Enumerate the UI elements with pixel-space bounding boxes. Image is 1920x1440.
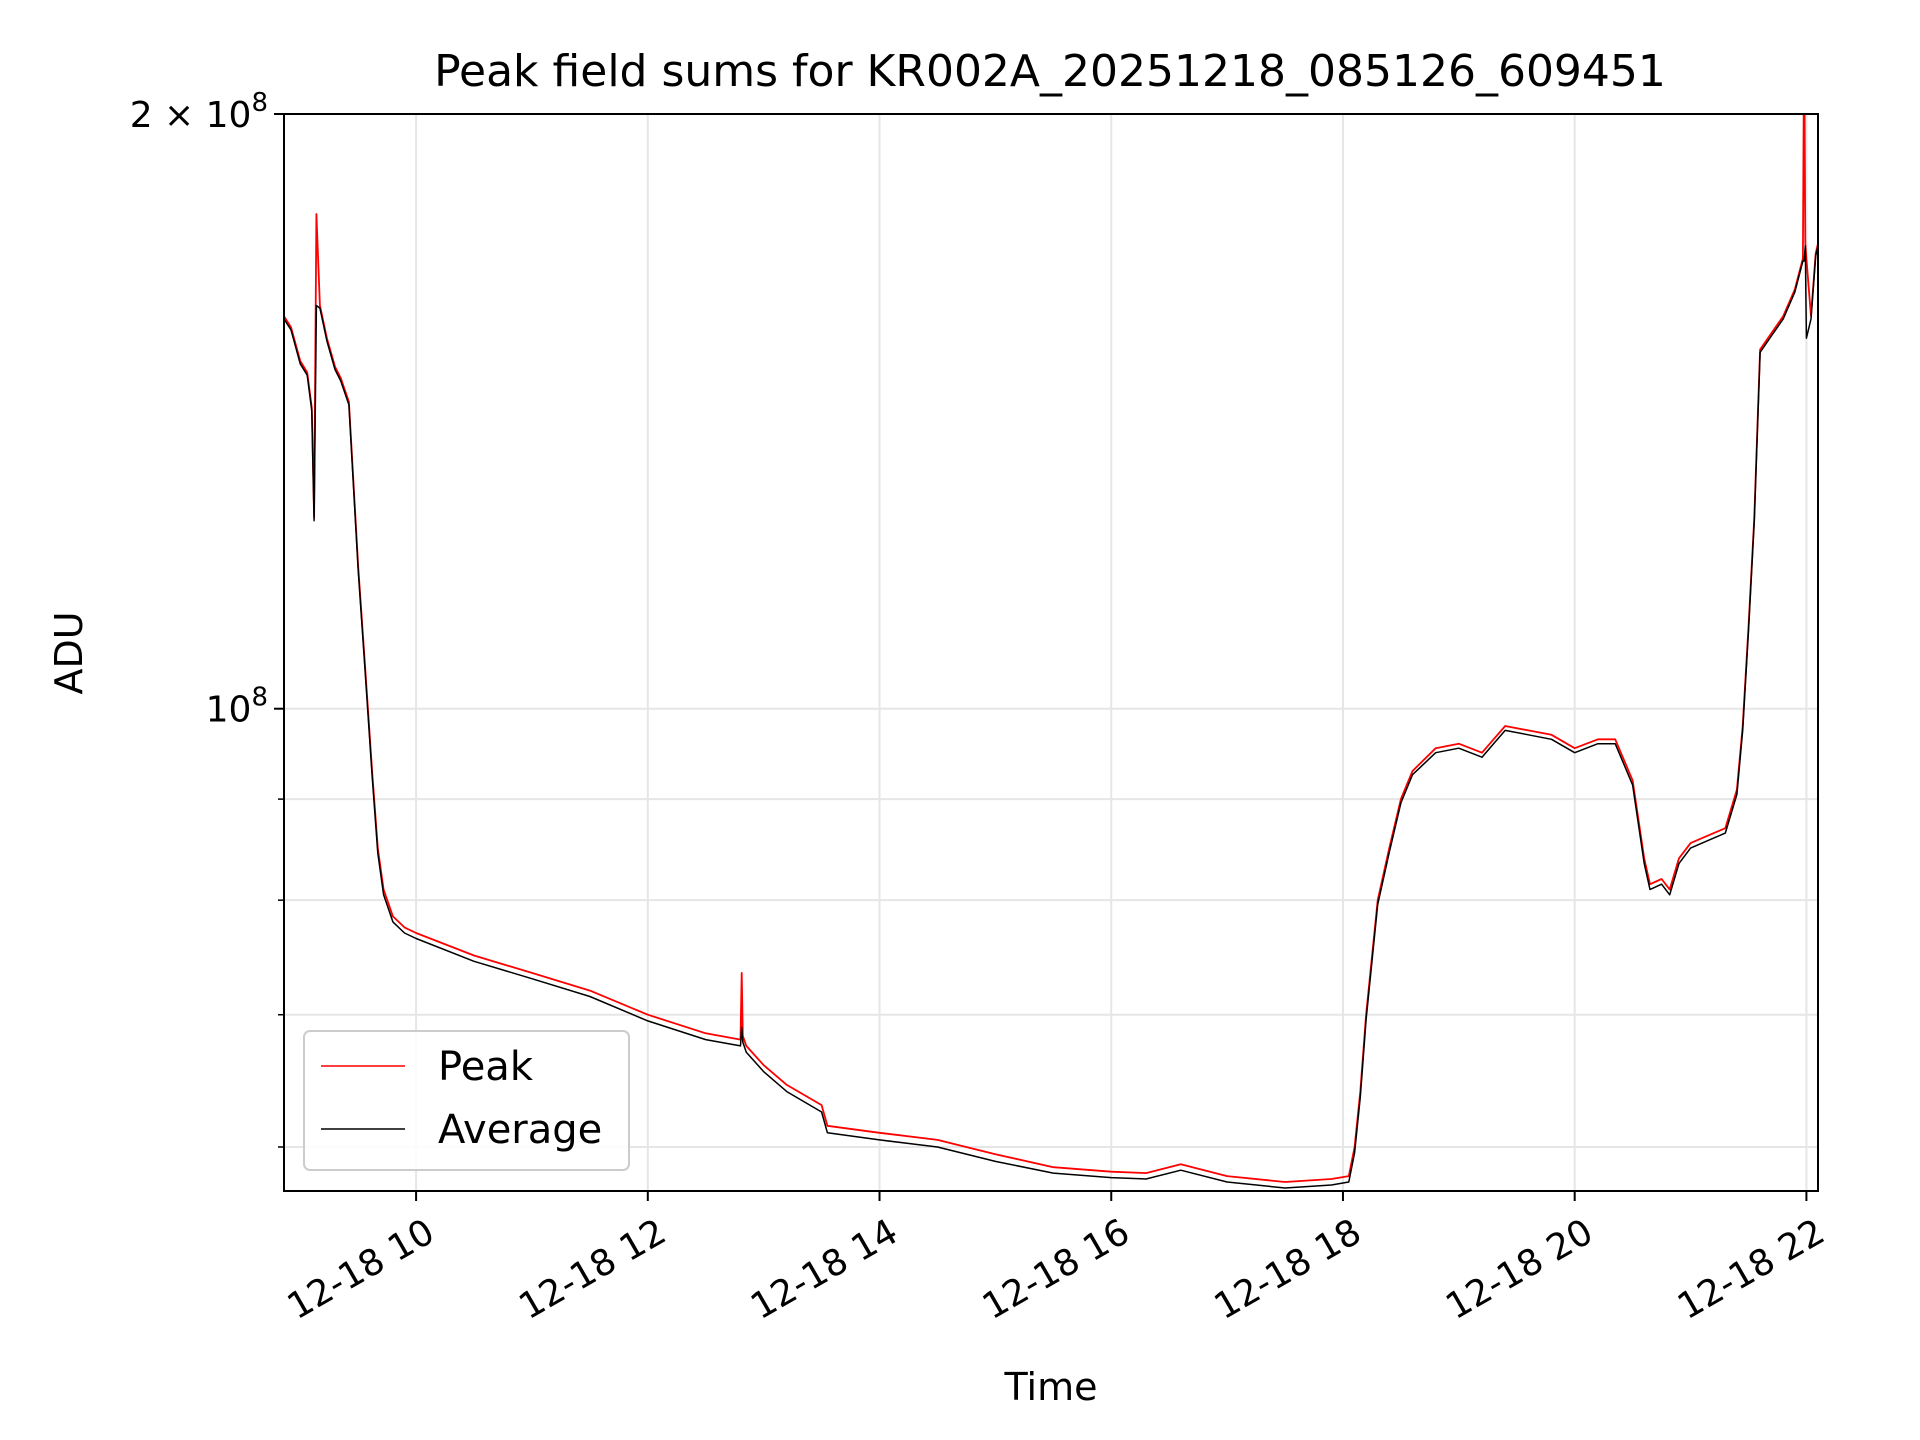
legend-label-peak: Peak — [438, 1044, 534, 1090]
legend-label-average: Average — [438, 1107, 602, 1153]
series-layer — [284, 114, 1818, 1189]
grid-lines — [284, 113, 1818, 1191]
y-tick-label: 2 × 108 — [130, 88, 268, 136]
series-line-average — [284, 245, 1818, 1189]
plot-frame — [283, 113, 1819, 1192]
legend: Peak Average — [303, 1030, 630, 1171]
x-axis-label: Time — [1004, 1365, 1098, 1409]
chart-title: Peak field sums for KR002A_20251218_0851… — [434, 46, 1666, 97]
y-axis-label: ADU — [47, 611, 91, 694]
